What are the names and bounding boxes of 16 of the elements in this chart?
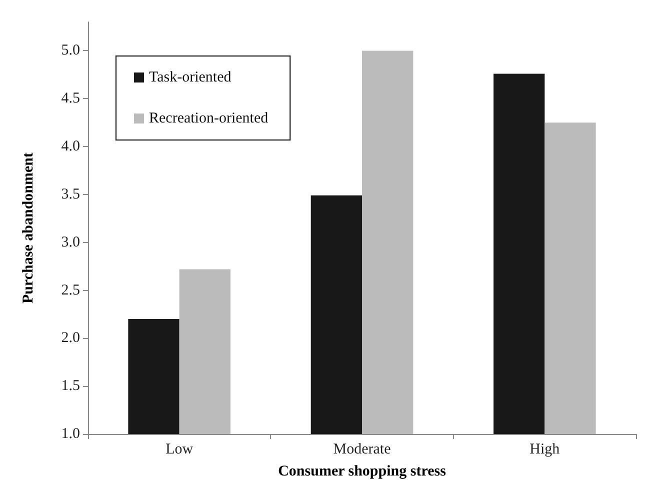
y-tick-label: 3.5 [61,186,80,202]
legend-label: Recreation-oriented [149,110,269,126]
y-tick-label: 1.0 [61,426,80,442]
y-tick-label: 3.0 [61,234,80,250]
y-axis-title: Purchase abandonment [20,152,36,304]
x-tick-label: High [530,442,560,458]
y-tick-label: 5.0 [61,42,80,59]
y-tick-label: 4.0 [61,138,80,155]
y-tick-label: 2.0 [61,330,80,346]
x-axis-title: Consumer shopping stress [278,464,446,480]
y-tick-label: 1.5 [61,378,80,394]
legend-label: Task-oriented [149,70,232,86]
y-tick-label: 4.5 [61,90,80,107]
y-tick-label: 2.5 [61,282,80,298]
x-tick-label: Moderate [333,442,392,458]
x-tick-label: Low [166,442,194,458]
